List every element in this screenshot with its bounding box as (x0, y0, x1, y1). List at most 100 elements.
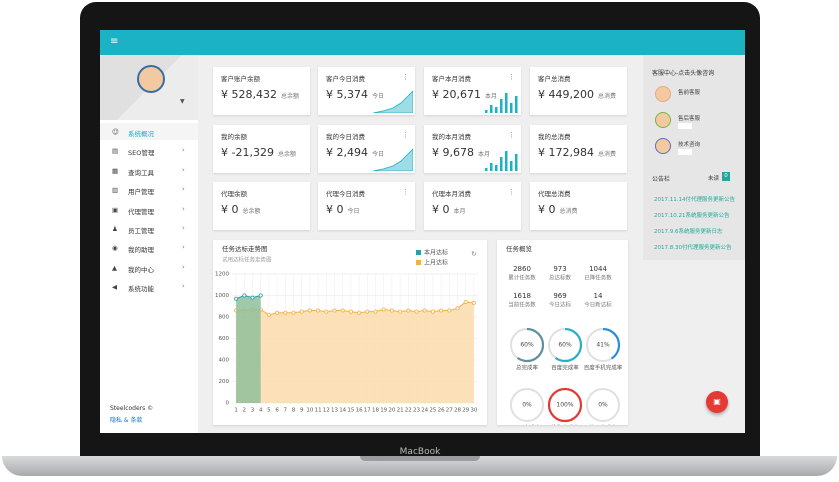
card-menu[interactable]: ⋮ (508, 73, 515, 81)
sparkline (485, 151, 518, 171)
rate-label: 百度完成率 (551, 364, 579, 372)
menu-icon: ▲ (112, 263, 117, 272)
x-tick-label: 14 (339, 408, 346, 414)
sparkline (373, 90, 413, 113)
profile-caret[interactable]: ▼ (180, 98, 185, 105)
amount-note: 总余额 (280, 93, 299, 100)
amount-note: 总消费 (559, 208, 578, 215)
sparkline-bar (515, 154, 518, 171)
x-tick-label: 24 (421, 408, 428, 414)
x-tick-label: 15 (347, 408, 354, 414)
card-amount: ¥ 0 本月 (432, 203, 466, 216)
card-title: 代理今日消费 (326, 190, 365, 198)
card-amount: ¥ -21,329 总余额 (221, 146, 296, 159)
series-point (422, 308, 427, 313)
sidebar-footer: Steelcoders © (110, 405, 154, 412)
series-point (447, 308, 452, 313)
legend-label: 本月达标 (424, 249, 448, 257)
notice-item[interactable]: 2017.8.30付代理服务更新公告 (654, 245, 732, 251)
series-point (414, 309, 419, 314)
amount-note: 今日 (347, 208, 360, 215)
amount-note: 总余额 (242, 208, 261, 215)
card-menu[interactable]: ⋮ (402, 131, 409, 139)
series-point (373, 309, 378, 314)
laptop-base (2, 456, 837, 476)
menu-icon: ▣ (112, 205, 119, 214)
stat-card: 代理余额 ¥ 0 总余额 (213, 182, 310, 230)
notice-item[interactable]: 2017.10.21系统服务更新公告 (654, 213, 730, 219)
unread-label: 未读 (708, 176, 720, 182)
menu-item[interactable]: 用户管理 (128, 188, 154, 197)
x-tick-label: 27 (446, 408, 453, 414)
series-point (357, 310, 362, 315)
agent-avatar[interactable] (655, 86, 671, 102)
sparkline-bar (485, 110, 488, 113)
sparkline-bar (495, 165, 498, 171)
sparkline-bar (490, 163, 493, 171)
series-point (324, 309, 329, 314)
menu-item[interactable]: 代理管理 (128, 207, 154, 216)
menu-active (100, 123, 198, 140)
amount: ¥ 2,494 (326, 146, 368, 159)
menu-item[interactable]: 我的助理 (128, 246, 154, 255)
amount: ¥ 0 (326, 203, 344, 216)
chart-subtitle: 试用达标任务走势图 (222, 256, 272, 264)
card-amount: ¥ 0 总余额 (221, 203, 261, 216)
menu-chevron: › (182, 204, 185, 213)
menu-item[interactable]: 系统概况 (128, 130, 154, 138)
stat-card: 我的总消费 ¥ 172,984 总消费 (530, 125, 627, 173)
menu-button[interactable]: ≡ (110, 36, 119, 47)
card-menu[interactable]: ⋮ (402, 188, 409, 196)
card-menu[interactable]: ⋮ (402, 73, 409, 81)
series-area (236, 301, 474, 403)
card-amount: ¥ 528,432 总余额 (221, 88, 299, 101)
agent-avatar[interactable] (655, 138, 671, 154)
fab-button[interactable]: ▣ (706, 391, 728, 413)
x-tick-label: 21 (397, 408, 404, 414)
brand: MacBook (399, 447, 441, 457)
menu-chevron: › (182, 146, 185, 155)
menu-item[interactable]: 系统功能 (128, 285, 154, 294)
x-tick-label: 25 (429, 408, 436, 414)
series-point (307, 308, 312, 313)
card-title: 客户今日消费 (326, 75, 365, 83)
series-point (398, 309, 403, 314)
amount: ¥ 9,678 (432, 146, 474, 159)
sparkline-bar (510, 103, 513, 113)
x-tick-label: 9 (300, 408, 304, 414)
menu-item[interactable]: 我的中心 (128, 265, 154, 274)
amount-note: 本月 (453, 208, 466, 215)
series-point (258, 293, 263, 298)
x-tick-label: 3 (251, 408, 255, 414)
series-point (439, 308, 444, 313)
series-point (299, 309, 304, 314)
x-tick-label: 20 (388, 408, 395, 414)
stat-value: 14 (594, 292, 603, 300)
sidebar-links[interactable]: 隐私 & 条款 (110, 417, 143, 424)
rate-label: 搜狗完成率 (551, 424, 579, 426)
card-amount: ¥ 2,494 今日 (326, 146, 384, 159)
menu-item[interactable]: 查询工具 (128, 168, 154, 177)
card-menu[interactable]: ⋮ (508, 188, 515, 196)
stat-card: 客户本月消费 ¥ 20,671 本月 ⋮ (424, 67, 521, 115)
notice-item[interactable]: 2017.9.6系统服务更新日志 (654, 229, 723, 235)
refresh-icon: ↻ (471, 250, 477, 258)
agent-avatar[interactable] (655, 112, 671, 128)
profile-avatar[interactable] (137, 65, 165, 93)
menu-item[interactable]: 员工管理 (128, 227, 154, 235)
stat-value: 973 (553, 265, 566, 273)
notice-item[interactable]: 2017.11.14付代理服务更新公告 (654, 197, 735, 203)
card-menu[interactable]: ⋮ (508, 131, 515, 139)
y-tick-label: 0 (226, 401, 230, 407)
rate-ring-track (586, 388, 620, 422)
rate-value: 0% (598, 402, 608, 409)
rate-label: 百度手机完成率 (584, 364, 623, 372)
menu-item[interactable]: SEO管理 (128, 149, 155, 158)
series-point (389, 308, 394, 313)
sparkline-bar (500, 99, 503, 113)
menu-chevron: › (182, 262, 185, 271)
stat-label: 已降任务数 (584, 274, 612, 282)
agent-name: 技术咨询 (678, 142, 701, 148)
series-point (332, 308, 337, 313)
